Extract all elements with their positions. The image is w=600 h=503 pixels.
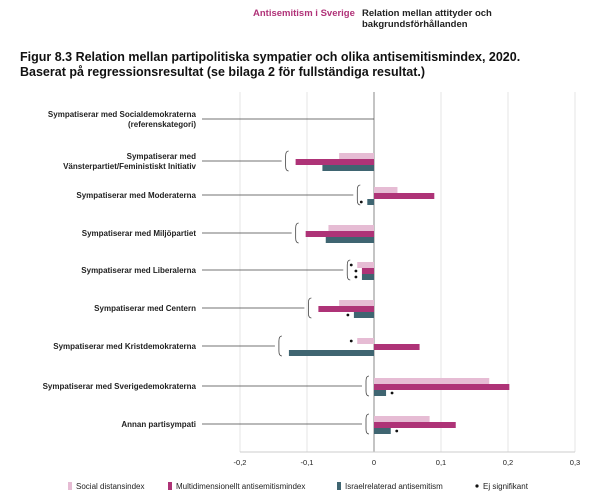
bar <box>295 159 374 165</box>
bar <box>374 390 387 396</box>
not-significant-dot <box>349 339 353 343</box>
category-bracket <box>365 413 370 435</box>
bar <box>374 378 490 384</box>
category-label: Sympatiserar med Moderaterna <box>76 191 196 200</box>
bar <box>328 225 374 231</box>
not-significant-dot <box>359 200 363 204</box>
bar <box>374 384 510 390</box>
page-header: Antisemitism i Sverige Relation mellan a… <box>0 8 600 30</box>
bar <box>374 416 430 422</box>
legend-label: Multidimensionellt antisemitismindex <box>176 482 305 491</box>
x-tick-label: 0,2 <box>503 458 513 467</box>
legend-label: Ej signifikant <box>483 482 529 491</box>
not-significant-dot <box>395 429 399 433</box>
not-significant-dot <box>390 391 394 395</box>
category-bracket <box>346 259 351 281</box>
category-label: (referenskategori) <box>128 120 196 129</box>
bar <box>374 187 398 193</box>
figure-title-line-2: Baserat på regressionsresultat (se bilag… <box>20 65 425 79</box>
not-significant-dot <box>354 269 358 273</box>
bar <box>339 153 374 159</box>
not-significant-dot <box>346 313 350 317</box>
legend-swatch <box>68 482 72 490</box>
bar <box>374 428 391 434</box>
bar <box>361 268 374 274</box>
category-label: Annan partisympati <box>121 420 196 429</box>
legend-swatch <box>475 484 479 488</box>
bar <box>288 350 374 356</box>
not-significant-dot <box>354 275 358 279</box>
header-chapter-title: Relation mellan attityder och bakgrundsf… <box>362 8 492 30</box>
category-bracket <box>365 375 370 397</box>
legend-swatch <box>337 482 341 490</box>
legend-label: Social distansindex <box>76 482 144 491</box>
category-bracket <box>278 335 282 357</box>
bar <box>374 193 435 199</box>
header-section-title: Antisemitism i Sverige <box>253 8 355 19</box>
bar <box>374 344 420 350</box>
legend-label: Israelrelaterad antisemitism <box>345 482 443 491</box>
category-label: Sympatiserar med Liberalerna <box>81 266 196 275</box>
bar <box>367 199 374 205</box>
x-tick-label: 0,3 <box>570 458 580 467</box>
category-label: Sympatiserar med Socialdemokraterna <box>48 110 197 119</box>
category-label: Sympatiserar med Kristdemokraterna <box>53 342 196 351</box>
x-tick-label: 0,1 <box>436 458 446 467</box>
category-bracket <box>307 297 312 319</box>
legend-swatch <box>168 482 172 490</box>
x-tick-label: 0 <box>372 458 376 467</box>
category-bracket <box>285 150 289 172</box>
bar <box>339 300 374 306</box>
figure-title: Figur 8.3 Relation mellan partipolitiska… <box>20 50 590 80</box>
category-label: Sympatiserar med <box>127 152 196 161</box>
bar <box>322 165 374 171</box>
bar <box>353 312 374 318</box>
bar <box>318 306 374 312</box>
bar <box>305 231 374 237</box>
category-label: Sympatiserar med Sverigedemokraterna <box>43 382 197 391</box>
x-tick-label: -0,2 <box>234 458 247 467</box>
category-label: Sympatiserar med Miljöpartiet <box>82 229 197 238</box>
x-tick-label: -0,1 <box>301 458 314 467</box>
bar <box>374 422 456 428</box>
bar <box>357 338 374 344</box>
category-label: Vänsterpartiet/Feministiskt Initiativ <box>63 162 196 171</box>
category-label: Sympatiserar med Centern <box>94 304 196 313</box>
bar <box>361 274 374 280</box>
not-significant-dot <box>349 263 353 267</box>
category-bracket <box>356 184 361 206</box>
category-bracket <box>295 222 299 244</box>
figure-title-line-1: Figur 8.3 Relation mellan partipolitiska… <box>20 50 521 64</box>
bar <box>325 237 374 243</box>
bar <box>357 262 374 268</box>
